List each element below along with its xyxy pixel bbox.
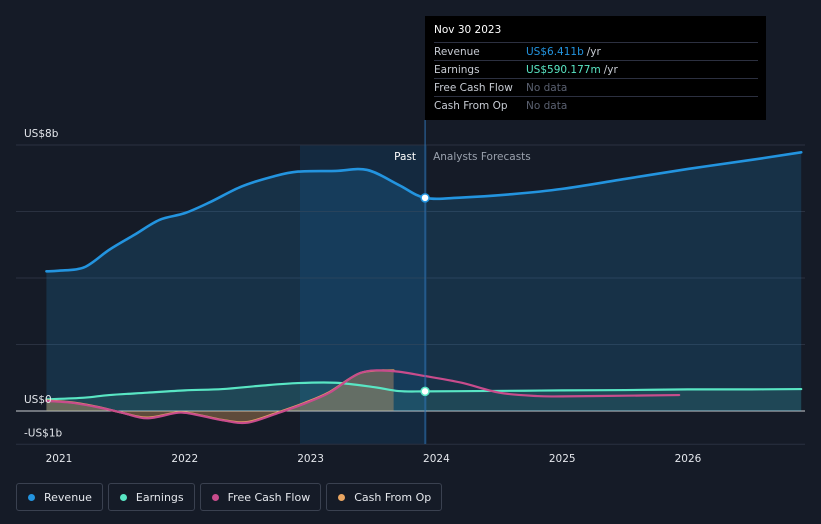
tooltip-value: US$590.177m xyxy=(526,63,601,76)
marker-earnings xyxy=(420,386,430,397)
tooltip-value: US$6.411b xyxy=(526,45,584,58)
tooltip: Nov 30 2023 Revenue US$6.411b /yr Earnin… xyxy=(425,16,766,120)
series-lines xyxy=(45,151,803,425)
legend-label: Cash From Op xyxy=(354,490,432,504)
tooltip-label: Free Cash Flow xyxy=(434,81,513,94)
tooltip-unit: /yr xyxy=(603,63,618,76)
past-region-highlight xyxy=(300,145,427,444)
legend-label: Earnings xyxy=(135,490,184,504)
tooltip-label: Cash From Op xyxy=(434,99,508,112)
tooltip-value: No data xyxy=(526,81,568,94)
grid xyxy=(16,144,805,445)
y-axis-label: -US$1b xyxy=(24,427,63,439)
axis-labels: US$8b US$0 -US$1b 2021 2022 2023 2024 2025 2026 P… xyxy=(24,128,702,465)
area-cash-from-op xyxy=(46,370,394,423)
legend: Revenue Earnings Free Cash Flow Cash Fro… xyxy=(16,483,443,511)
x-tick-label: 2024 xyxy=(423,453,450,465)
legend-dot-icon xyxy=(119,493,127,501)
line-free-cash-flow xyxy=(45,369,681,425)
tooltip-row-free-cash-flow: Free Cash Flow No data xyxy=(434,78,758,96)
area-earnings xyxy=(46,382,802,411)
forecast-label: Analysts Forecasts xyxy=(433,151,531,163)
series-areas xyxy=(46,152,802,423)
legend-dot-icon xyxy=(211,493,219,501)
x-tick-label: 2021 xyxy=(46,453,73,465)
tooltip-row-earnings: Earnings US$590.177m /yr xyxy=(434,60,758,78)
marker-revenue xyxy=(420,193,430,203)
tooltip-row-revenue: Revenue US$6.411b /yr xyxy=(434,42,758,60)
tooltip-date: Nov 30 2023 xyxy=(434,24,502,36)
tooltip-unit: /yr xyxy=(586,45,601,58)
hover-markers xyxy=(420,120,430,444)
tooltip-label: Earnings xyxy=(434,63,480,76)
x-tick-label: 2026 xyxy=(675,453,702,465)
legend-item-revenue[interactable]: Revenue xyxy=(16,483,103,511)
past-label: Past xyxy=(394,151,416,163)
line-revenue xyxy=(45,151,803,273)
y-axis-label: US$0 xyxy=(24,394,52,406)
area-revenue xyxy=(46,152,802,411)
legend-item-cash-from-op[interactable]: Cash From Op xyxy=(326,483,443,511)
tooltip-label: Revenue xyxy=(434,45,480,58)
line-earnings xyxy=(45,381,803,401)
x-tick-label: 2022 xyxy=(171,453,198,465)
legend-dot-icon xyxy=(338,493,346,501)
y-axis-label: US$8b xyxy=(24,128,59,140)
x-tick-label: 2025 xyxy=(549,453,576,465)
legend-label: Revenue xyxy=(44,490,92,504)
legend-dot-icon xyxy=(28,493,35,501)
x-tick-label: 2023 xyxy=(297,453,324,465)
tooltip-value: No data xyxy=(526,99,568,112)
legend-item-earnings[interactable]: Earnings xyxy=(107,483,195,511)
tooltip-row-cash-from-op: Cash From Op No data xyxy=(434,96,758,114)
legend-item-free-cash-flow[interactable]: Free Cash Flow xyxy=(199,483,322,511)
legend-label: Free Cash Flow xyxy=(227,490,311,504)
